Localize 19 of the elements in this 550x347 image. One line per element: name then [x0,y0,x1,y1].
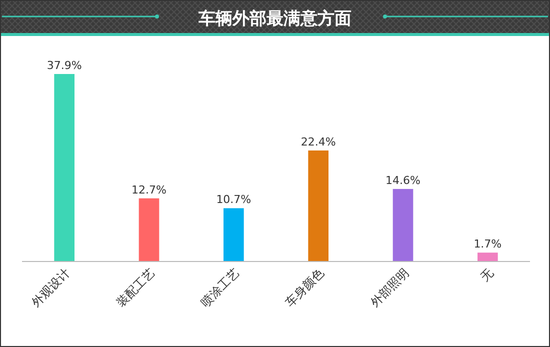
bar [54,74,74,261]
bar [478,252,498,261]
data-label: 10.7% [216,193,252,206]
bar [138,198,160,261]
x-tick-label: 外观设计 [28,266,73,310]
x-tick-label: 车身颜色 [282,266,327,310]
bar [224,208,244,261]
x-tick-label: 喷涂工艺 [198,266,242,310]
data-label: 22.4% [300,135,336,148]
data-label: 12.7% [132,183,166,196]
x-tick-label: 装配工艺 [114,266,158,310]
data-label: 14.6% [386,174,420,187]
data-label: 37.9% [46,59,82,72]
x-tick-label: 无 [478,266,496,284]
chart-title: 车辆外部最满意方面 [198,9,352,29]
bar [308,150,328,261]
bar [392,188,414,261]
x-tick-label: 外部照明 [368,266,412,310]
data-label: 1.7% [474,238,502,251]
